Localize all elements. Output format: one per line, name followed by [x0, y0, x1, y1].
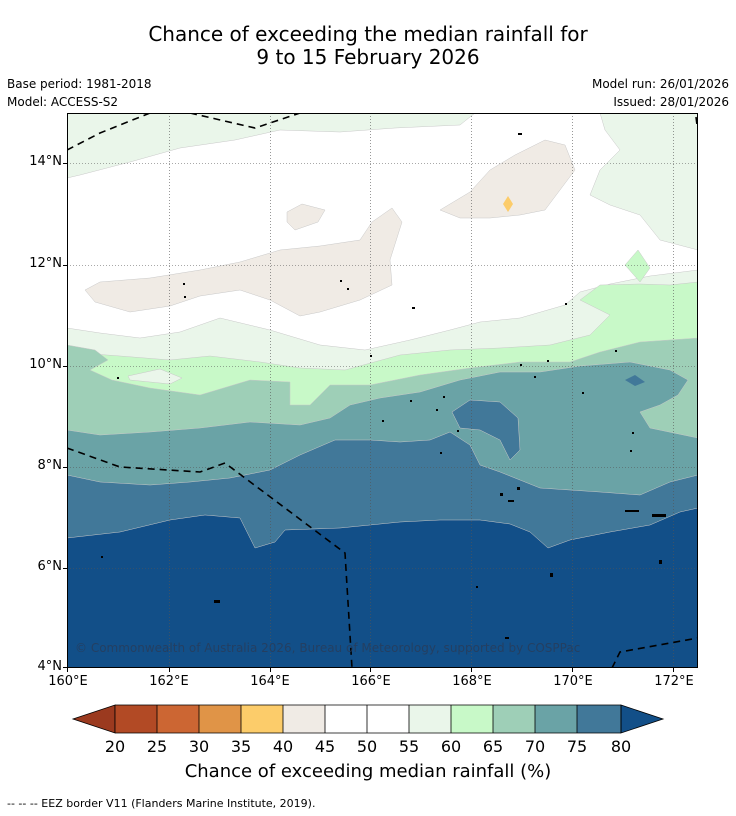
- colorbar-label: 75: [566, 737, 588, 756]
- colorbar-label: 20: [104, 737, 126, 756]
- axis-ticks: [63, 163, 674, 672]
- colorbar-50-55: [367, 705, 409, 733]
- meta-left: Base period: 1981-2018 Model: ACCESS-S2: [7, 75, 152, 111]
- region-55-60-islet: [127, 368, 183, 385]
- base-period: Base period: 1981-2018: [7, 77, 152, 91]
- colorbar-35-40: [241, 705, 283, 733]
- colorbar-label: 80: [610, 737, 632, 756]
- x-tick-label: 172°E: [654, 674, 694, 689]
- eez-legend-text: -- -- -- EEZ border V11 (Flanders Marine…: [7, 797, 316, 810]
- x-tick-label: 160°E: [48, 674, 88, 689]
- colorbar-55-60: [409, 705, 451, 733]
- copyright-notice: © Commonwealth of Australia 2026, Bureau…: [75, 641, 581, 655]
- map-frame: [67, 113, 698, 668]
- region-40-45-east: [439, 139, 576, 219]
- map-title-line-2: 9 to 15 February 2026: [256, 45, 480, 69]
- colorbar-75-80: [577, 705, 621, 733]
- region-above-80: [67, 507, 698, 668]
- colorbar-extend-high: [620, 704, 665, 734]
- x-tick-label: 170°E: [553, 674, 593, 689]
- model-name: Model: ACCESS-S2: [7, 95, 119, 109]
- region-40-45-west: [84, 207, 403, 317]
- y-tick-label: 14°N: [29, 154, 62, 169]
- region-35-40: [503, 196, 513, 212]
- y-tick-label: 8°N: [37, 458, 63, 473]
- y-tick-label: 10°N: [29, 357, 62, 372]
- colorbar-label: 70: [524, 737, 546, 756]
- colorbar-label: 35: [230, 737, 252, 756]
- x-tick-label: 164°E: [250, 674, 290, 689]
- colorbar-label: 55: [398, 737, 420, 756]
- issued-date: Issued: 28/01/2026: [613, 95, 729, 109]
- colorbar-25-30: [157, 705, 199, 733]
- contour-layer: [67, 113, 698, 668]
- y-tick-label: 6°N: [37, 559, 63, 574]
- colorbar-65-70: [493, 705, 535, 733]
- model-run: Model run: 26/01/2026: [591, 77, 729, 91]
- colorbar-label: 40: [272, 737, 294, 756]
- region-55-60-north: [67, 113, 476, 179]
- x-tick-label: 168°E: [452, 674, 492, 689]
- eez-border: [67, 113, 698, 668]
- colorbar-extend-low: [71, 704, 116, 734]
- graticule: [67, 113, 698, 668]
- colorbar-40-45: [283, 705, 325, 733]
- x-tick-label: 162°E: [149, 674, 189, 689]
- colorbar-label: 45: [314, 737, 336, 756]
- y-tick-label: 12°N: [29, 256, 62, 271]
- colorbar-label: 25: [146, 737, 168, 756]
- y-tick-label: 4°N: [37, 659, 63, 674]
- colorbar-60-65: [451, 705, 493, 733]
- region-40-45-small: [286, 203, 326, 231]
- colorbar-label: 60: [440, 737, 462, 756]
- colorbar-title: Chance of exceeding median rainfall (%): [184, 761, 552, 782]
- region-55-60-northeast: [589, 113, 698, 251]
- colorbar: [71, 704, 665, 734]
- colorbar-20-25: [115, 705, 157, 733]
- region-60-65-islet: [624, 249, 651, 283]
- map-title-line-1: Chance of exceeding the median rainfall …: [148, 22, 588, 46]
- colorbar-label: 65: [482, 737, 504, 756]
- region-75-80-patch: [451, 399, 521, 461]
- colorbar-70-75: [535, 705, 577, 733]
- meta-right: Model run: 26/01/2026 Issued: 28/01/2026: [592, 75, 729, 111]
- colorbar-45-50: [325, 705, 367, 733]
- colorbar-30-35: [199, 705, 241, 733]
- region-75-80-islet: [625, 375, 645, 386]
- islands: [101, 133, 666, 639]
- colorbar-label: 50: [356, 737, 378, 756]
- x-tick-label: 166°E: [351, 674, 391, 689]
- colorbar-label: 30: [188, 737, 210, 756]
